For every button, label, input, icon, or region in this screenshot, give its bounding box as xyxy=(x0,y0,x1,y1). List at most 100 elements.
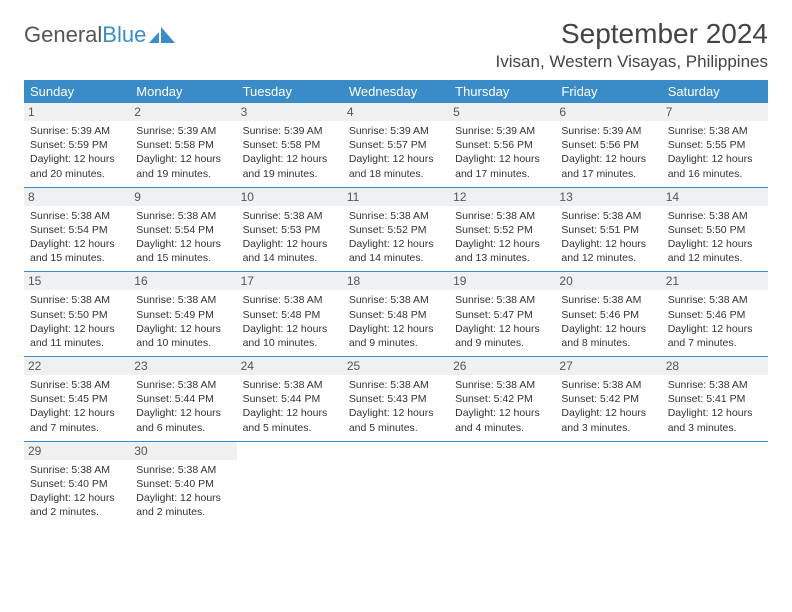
sunrise-text: Sunrise: 5:38 AM xyxy=(243,209,337,223)
calendar-day: 12Sunrise: 5:38 AMSunset: 5:52 PMDayligh… xyxy=(449,188,555,272)
day-number: 11 xyxy=(343,188,449,206)
header: GeneralBlue September 2024 Ivisan, Weste… xyxy=(24,18,768,72)
day-number: 15 xyxy=(24,272,130,290)
logo-sails-icon xyxy=(149,26,177,44)
sun-info: Sunrise: 5:39 AMSunset: 5:56 PMDaylight:… xyxy=(455,124,549,181)
sun-info: Sunrise: 5:38 AMSunset: 5:42 PMDaylight:… xyxy=(455,378,549,435)
daylight-text-1: Daylight: 12 hours xyxy=(668,152,762,166)
calendar-day: 9Sunrise: 5:38 AMSunset: 5:54 PMDaylight… xyxy=(130,188,236,272)
sunset-text: Sunset: 5:56 PM xyxy=(455,138,549,152)
daylight-text-2: and 13 minutes. xyxy=(455,251,549,265)
daylight-text-2: and 18 minutes. xyxy=(349,167,443,181)
day-number: 1 xyxy=(24,103,130,121)
sun-info: Sunrise: 5:39 AMSunset: 5:59 PMDaylight:… xyxy=(30,124,124,181)
day-number: 7 xyxy=(662,103,768,121)
sun-info: Sunrise: 5:38 AMSunset: 5:54 PMDaylight:… xyxy=(136,209,230,266)
calendar-day: 20Sunrise: 5:38 AMSunset: 5:46 PMDayligh… xyxy=(555,272,661,356)
day-number: 14 xyxy=(662,188,768,206)
calendar-week: 29 Sunrise: 5:38 AMSunset: 5:40 PMDayligh… xyxy=(24,442,768,526)
weekday-header: Sunday Monday Tuesday Wednesday Thursday… xyxy=(24,80,768,103)
daylight-text-2: and 3 minutes. xyxy=(668,421,762,435)
daylight-text-2: and 7 minutes. xyxy=(668,336,762,350)
calendar-day: 17 Sunrise: 5:38 AMSunset: 5:48 PMDayligh… xyxy=(237,272,343,356)
daylight-text-1: Daylight: 12 hours xyxy=(30,322,124,336)
calendar-day: 1 Sunrise: 5:39 AMSunset: 5:59 PMDaylight… xyxy=(24,103,130,187)
daylight-text-2: and 17 minutes. xyxy=(561,167,655,181)
day-number: 3 xyxy=(237,103,343,121)
daylight-text-1: Daylight: 12 hours xyxy=(455,322,549,336)
day-number: 27 xyxy=(555,357,661,375)
sunrise-text: Sunrise: 5:38 AM xyxy=(561,293,655,307)
calendar-day: 27Sunrise: 5:38 AMSunset: 5:42 PMDayligh… xyxy=(555,357,661,441)
sunset-text: Sunset: 5:40 PM xyxy=(136,477,230,491)
sun-info: Sunrise: 5:38 AMSunset: 5:44 PMDaylight:… xyxy=(243,378,337,435)
sunrise-text: Sunrise: 5:38 AM xyxy=(30,293,124,307)
calendar-day: 2Sunrise: 5:39 AMSunset: 5:58 PMDaylight… xyxy=(130,103,236,187)
daylight-text-1: Daylight: 12 hours xyxy=(136,237,230,251)
sunset-text: Sunset: 5:48 PM xyxy=(243,308,337,322)
sunrise-text: Sunrise: 5:38 AM xyxy=(349,293,443,307)
sun-info: Sunrise: 5:38 AMSunset: 5:48 PMDaylight:… xyxy=(349,293,443,350)
sun-info: Sunrise: 5:38 AMSunset: 5:53 PMDaylight:… xyxy=(243,209,337,266)
calendar-day: 28Sunrise: 5:38 AMSunset: 5:41 PMDayligh… xyxy=(662,357,768,441)
day-number: 24 xyxy=(237,357,343,375)
sun-info: Sunrise: 5:38 AMSunset: 5:43 PMDaylight:… xyxy=(349,378,443,435)
daylight-text-2: and 12 minutes. xyxy=(561,251,655,265)
sun-info: Sunrise: 5:38 AMSunset: 5:52 PMDaylight:… xyxy=(349,209,443,266)
day-number: 10 xyxy=(237,188,343,206)
daylight-text-1: Daylight: 12 hours xyxy=(136,152,230,166)
month-title: September 2024 xyxy=(496,18,768,50)
calendar-day: 21Sunrise: 5:38 AMSunset: 5:46 PMDayligh… xyxy=(662,272,768,356)
calendar-day: 16Sunrise: 5:38 AMSunset: 5:49 PMDayligh… xyxy=(130,272,236,356)
sun-info: Sunrise: 5:39 AMSunset: 5:58 PMDaylight:… xyxy=(136,124,230,181)
sunset-text: Sunset: 5:52 PM xyxy=(349,223,443,237)
daylight-text-2: and 14 minutes. xyxy=(349,251,443,265)
sunrise-text: Sunrise: 5:39 AM xyxy=(561,124,655,138)
daylight-text-1: Daylight: 12 hours xyxy=(30,491,124,505)
day-number: 17 xyxy=(237,272,343,290)
daylight-text-1: Daylight: 12 hours xyxy=(30,237,124,251)
sun-info: Sunrise: 5:38 AMSunset: 5:40 PMDaylight:… xyxy=(136,463,230,520)
calendar-day xyxy=(237,442,343,526)
daylight-text-1: Daylight: 12 hours xyxy=(243,322,337,336)
sun-info: Sunrise: 5:38 AMSunset: 5:48 PMDaylight:… xyxy=(243,293,337,350)
sunset-text: Sunset: 5:57 PM xyxy=(349,138,443,152)
day-number: 26 xyxy=(449,357,555,375)
sunrise-text: Sunrise: 5:38 AM xyxy=(561,378,655,392)
day-number: 25 xyxy=(343,357,449,375)
sunset-text: Sunset: 5:58 PM xyxy=(136,138,230,152)
daylight-text-2: and 11 minutes. xyxy=(30,336,124,350)
sun-info: Sunrise: 5:38 AMSunset: 5:46 PMDaylight:… xyxy=(668,293,762,350)
daylight-text-1: Daylight: 12 hours xyxy=(455,406,549,420)
daylight-text-2: and 19 minutes. xyxy=(243,167,337,181)
sunset-text: Sunset: 5:55 PM xyxy=(668,138,762,152)
title-block: September 2024 Ivisan, Western Visayas, … xyxy=(496,18,768,72)
sunrise-text: Sunrise: 5:38 AM xyxy=(243,378,337,392)
daylight-text-1: Daylight: 12 hours xyxy=(349,406,443,420)
sunrise-text: Sunrise: 5:39 AM xyxy=(349,124,443,138)
brand-part1: General xyxy=(24,22,102,48)
brand-logo: GeneralBlue xyxy=(24,22,177,48)
sun-info: Sunrise: 5:38 AMSunset: 5:51 PMDaylight:… xyxy=(561,209,655,266)
sunset-text: Sunset: 5:54 PM xyxy=(30,223,124,237)
sunrise-text: Sunrise: 5:38 AM xyxy=(136,293,230,307)
day-number: 29 xyxy=(24,442,130,460)
daylight-text-2: and 3 minutes. xyxy=(561,421,655,435)
sun-info: Sunrise: 5:38 AMSunset: 5:50 PMDaylight:… xyxy=(668,209,762,266)
calendar-day: 13Sunrise: 5:38 AMSunset: 5:51 PMDayligh… xyxy=(555,188,661,272)
daylight-text-2: and 2 minutes. xyxy=(136,505,230,519)
sunset-text: Sunset: 5:45 PM xyxy=(30,392,124,406)
daylight-text-2: and 10 minutes. xyxy=(136,336,230,350)
sun-info: Sunrise: 5:38 AMSunset: 5:45 PMDaylight:… xyxy=(30,378,124,435)
daylight-text-2: and 17 minutes. xyxy=(455,167,549,181)
sun-info: Sunrise: 5:38 AMSunset: 5:55 PMDaylight:… xyxy=(668,124,762,181)
sun-info: Sunrise: 5:38 AMSunset: 5:52 PMDaylight:… xyxy=(455,209,549,266)
sunrise-text: Sunrise: 5:38 AM xyxy=(30,209,124,223)
sunrise-text: Sunrise: 5:38 AM xyxy=(455,209,549,223)
daylight-text-2: and 2 minutes. xyxy=(30,505,124,519)
daylight-text-2: and 10 minutes. xyxy=(243,336,337,350)
weekday-label: Friday xyxy=(555,80,661,103)
day-number: 20 xyxy=(555,272,661,290)
sunset-text: Sunset: 5:51 PM xyxy=(561,223,655,237)
daylight-text-2: and 7 minutes. xyxy=(30,421,124,435)
